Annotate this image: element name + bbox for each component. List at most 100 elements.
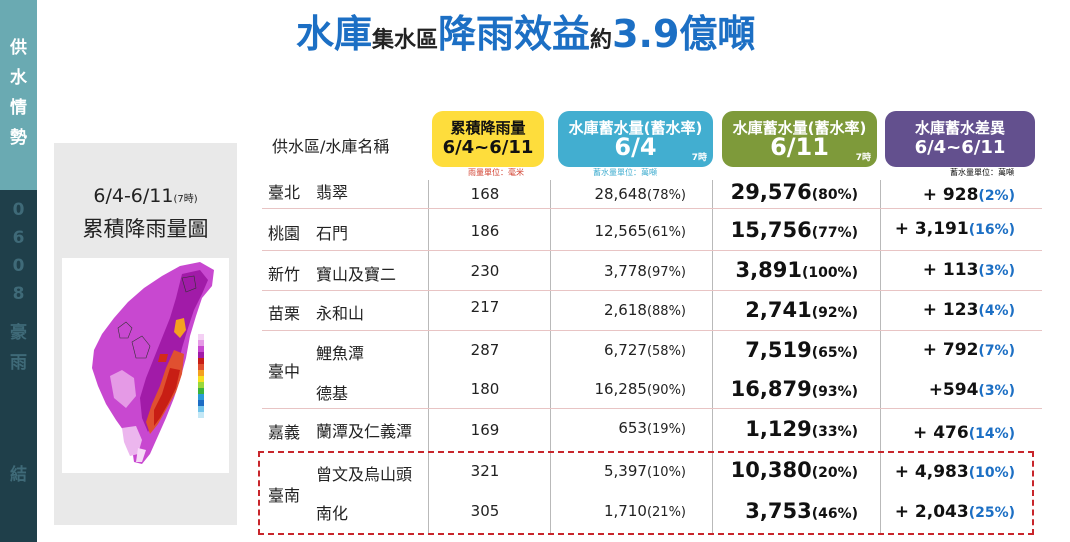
rainfall-value: 169	[470, 421, 500, 439]
storage-64-cell: 6,727(58%)	[566, 341, 686, 359]
storage-611-pct: (93%)	[811, 384, 858, 400]
title-part: 降雨效益	[438, 12, 591, 56]
storage-diff-pct: (16%)	[968, 222, 1015, 238]
storage-64-pct: (21%)	[646, 505, 686, 520]
storage-64-pct: (78%)	[646, 188, 686, 203]
storage-64-pct: (61%)	[646, 225, 686, 240]
reservoir-name: 蘭潭及仁義潭	[316, 422, 413, 441]
storage-64-cell: 1,710(21%)	[566, 502, 686, 520]
column-header-storage-diff: 水庫蓄水差異 6/4~6/11	[885, 111, 1035, 167]
storage-64-cell: 28,648(78%)	[566, 185, 686, 203]
header-label: 水庫蓄水差異	[914, 119, 1005, 137]
storage-diff-pct: (2%)	[978, 188, 1015, 204]
storage-611-value: 7,519	[745, 338, 812, 362]
reservoir-name: 德基	[316, 384, 349, 403]
storage-diff-pct: (3%)	[978, 263, 1015, 279]
storage-611-pct: (33%)	[811, 424, 858, 440]
rainfall-map-panel: 6/4-6/11(7時) 累積降雨量圖	[54, 143, 237, 525]
region-label: 嘉義	[268, 423, 301, 442]
taiwan-rainfall-map	[92, 262, 214, 464]
storage-64-cell: 16,285(90%)	[566, 380, 686, 398]
storage-diff-cell: + 113(3%)	[880, 260, 1015, 280]
storage-611-cell: 7,519(65%)	[718, 338, 858, 362]
reservoir-name: 永和山	[316, 304, 365, 323]
storage-611-cell: 3,753(46%)	[718, 499, 858, 523]
rainfall-value: 287	[470, 341, 500, 359]
region-label: 新竹	[268, 265, 301, 284]
map-title: 累積降雨量圖	[82, 217, 209, 241]
reservoir-name: 鯉魚潭	[316, 344, 365, 363]
storage-611-value: 1,129	[745, 417, 812, 441]
region-label: 桃園	[268, 224, 301, 243]
row-separator	[262, 330, 1042, 331]
column-header-storage-611: 水庫蓄水量(蓄水率) 6/11 7時	[722, 111, 877, 167]
storage-diff-pct: (25%)	[968, 505, 1015, 521]
storage-611-value: 29,576	[730, 180, 812, 204]
storage-diff-value: +594	[928, 380, 979, 400]
storage-diff-pct: (14%)	[968, 426, 1015, 442]
storage-611-cell: 2,741(92%)	[718, 298, 858, 322]
reservoir-name: 南化	[316, 504, 349, 523]
storage-64-cell: 3,778(97%)	[566, 262, 686, 280]
storage-diff-cell: + 792(7%)	[880, 340, 1015, 360]
rainfall-value: 230	[470, 262, 500, 280]
column-header-reservoir: 供水區/水庫名稱	[272, 137, 390, 156]
storage-diff-value: + 123	[922, 300, 979, 320]
storage-64-value: 6,727	[604, 341, 647, 359]
sidebar: 供 水 情 勢 0 6 0 8 豪 雨 結	[0, 0, 37, 542]
row-separator	[262, 250, 1042, 251]
storage-diff-value: + 792	[922, 340, 979, 360]
storage-611-cell: 15,756(77%)	[718, 218, 858, 242]
reservoir-name: 曾文及烏山頭	[316, 465, 413, 484]
rainfall-value: 168	[470, 185, 500, 203]
storage-64-cell: 2,618(88%)	[566, 301, 686, 319]
column-header-rainfall: 累積降雨量 6/4~6/11	[432, 111, 544, 167]
region-label: 臺中	[268, 362, 301, 381]
title-part: 水庫	[296, 12, 373, 56]
storage-611-pct: (92%)	[811, 305, 858, 321]
column-divider	[712, 180, 713, 535]
storage-64-value: 28,648	[594, 185, 647, 203]
sidebar-char: 情	[10, 98, 27, 118]
storage-611-cell: 1,129(33%)	[718, 417, 858, 441]
sidebar-char: 結	[10, 465, 27, 485]
storage-diff-cell: +594(3%)	[880, 380, 1015, 400]
storage-64-cell: 5,397(10%)	[566, 462, 686, 480]
sidebar-char: 豪	[10, 323, 27, 343]
header-label: 6/4~6/11	[442, 137, 534, 158]
row-separator	[262, 408, 1042, 409]
storage-64-pct: (97%)	[646, 265, 686, 280]
reservoir-name: 寶山及寶二	[316, 265, 397, 284]
header-label: 6/4	[614, 133, 657, 161]
unit-note-diff: 蓄水量單位：萬噸	[950, 168, 1014, 177]
sidebar-char: 6	[12, 228, 25, 248]
storage-611-cell: 10,380(20%)	[718, 458, 858, 482]
storage-611-value: 10,380	[730, 458, 812, 482]
storage-diff-pct: (10%)	[968, 465, 1015, 481]
header-label: 6/4~6/11	[914, 137, 1006, 158]
storage-diff-cell: + 4,983(10%)	[880, 462, 1015, 482]
sidebar-bottom-block: 0 6 0 8 豪 雨 結	[0, 190, 37, 542]
map-date-sub: (7時)	[173, 194, 198, 205]
rainfall-value: 217	[470, 298, 500, 316]
region-label: 臺南	[268, 486, 301, 505]
column-divider	[880, 180, 881, 535]
storage-64-pct: (88%)	[646, 304, 686, 319]
sidebar-char: 0	[12, 256, 25, 276]
sidebar-char: 0	[12, 200, 25, 220]
storage-611-pct: (100%)	[801, 265, 858, 281]
storage-diff-value: + 113	[922, 260, 979, 280]
storage-diff-pct: (4%)	[978, 303, 1015, 319]
storage-611-cell: 29,576(80%)	[718, 180, 858, 204]
storage-diff-cell: + 476(14%)	[880, 423, 1015, 443]
region-label: 苗栗	[268, 304, 301, 323]
storage-diff-pct: (3%)	[978, 383, 1015, 399]
storage-611-cell: 16,879(93%)	[718, 377, 858, 401]
title-part: 約	[590, 28, 613, 53]
storage-611-pct: (46%)	[811, 506, 858, 522]
storage-diff-value: + 928	[922, 185, 979, 205]
storage-611-cell: 3,891(100%)	[718, 258, 859, 282]
storage-64-cell: 653(19%)	[566, 419, 686, 437]
header-label: 累積降雨量	[450, 119, 526, 137]
header-label: 水庫蓄水量(蓄水率)	[732, 119, 867, 137]
